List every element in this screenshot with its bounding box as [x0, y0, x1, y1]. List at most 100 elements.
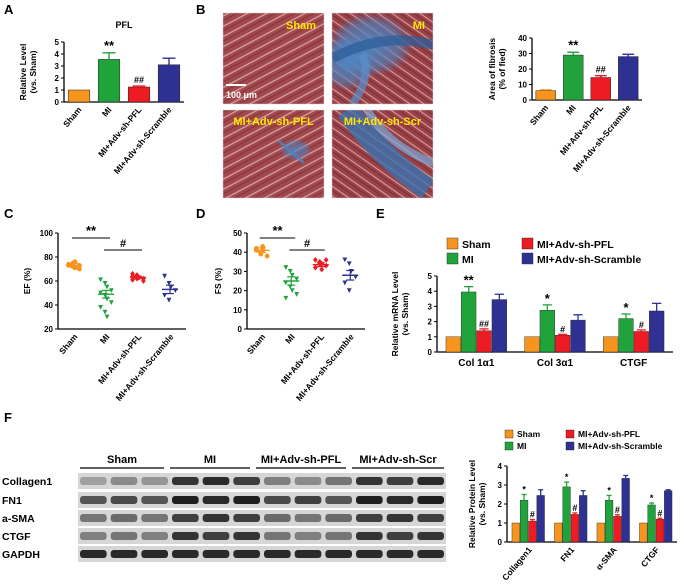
panelE-bar	[539, 310, 555, 353]
panelF-legend-swatch	[565, 441, 575, 451]
panelD-data-point	[319, 266, 325, 273]
blot-band	[356, 550, 383, 558]
blot-band	[386, 496, 414, 504]
histology-label-mi: MI	[413, 20, 425, 32]
panelE-significance-mark: *	[623, 300, 629, 315]
blot-band	[110, 550, 138, 558]
panelA-y-axis-label-line: (vs. Sham)	[28, 50, 38, 93]
panelC-data-point	[104, 314, 110, 320]
panelD-data-point	[342, 257, 348, 263]
panelF-bar	[647, 504, 656, 543]
panelB-bar	[563, 54, 584, 101]
panelD-data-point	[283, 265, 289, 270]
panelF-bar	[621, 478, 630, 543]
panelF-bar	[562, 486, 571, 543]
blot-band	[202, 496, 230, 504]
blot-band	[325, 514, 352, 522]
panelF-bar	[520, 500, 529, 543]
blot-band	[141, 477, 168, 485]
panelF-bar	[596, 522, 605, 543]
panelB-bar	[590, 77, 611, 101]
panelF-bar	[554, 522, 563, 543]
panelF-y-tick-label: 1	[498, 519, 503, 528]
panelE-bar	[618, 318, 634, 353]
panelC-data-point	[166, 281, 172, 286]
panelE-legend-label: Sham	[462, 239, 491, 251]
panelE-bar	[476, 330, 492, 353]
blot-band	[110, 496, 138, 504]
panelD-data-point	[312, 264, 318, 271]
panelD-data-point	[317, 260, 323, 267]
panelF-bar	[570, 514, 579, 543]
panelE-y-axis-label: Relative mRNA Level(vs. Sham)	[390, 272, 410, 357]
panelF-bar	[655, 519, 664, 543]
panelF-legend-swatch	[504, 441, 514, 451]
panelB-y-axis-label-line: (% of fied)	[497, 48, 507, 89]
panelD-y-tick-label: 0	[238, 325, 243, 334]
histology-image	[332, 13, 433, 104]
panelF-bar	[639, 522, 648, 543]
blot-band	[110, 477, 138, 485]
blot-band	[141, 514, 168, 522]
panelD-data-point	[323, 256, 329, 263]
panelC-y-tick-label: 60	[44, 277, 53, 286]
panelD-data-point	[346, 261, 352, 267]
panelB-x-tick-label: MI	[564, 103, 578, 117]
panelF-y-axis-label: Relative Protein Level(vs. Sham)	[467, 460, 487, 548]
histology-label-scr: MI+Adv-sh-Scr	[344, 116, 422, 128]
panelD-data-point	[353, 274, 359, 280]
panelE-bar	[570, 319, 586, 353]
panelB-significance-mark: ##	[596, 65, 606, 75]
panel-letter-b: B	[196, 2, 205, 17]
blot-membrane	[78, 510, 446, 526]
panelB-x-tick-label: Sham	[528, 103, 551, 127]
fibrosis-band	[338, 110, 433, 198]
panelA-x-tick-label: MI	[100, 105, 114, 119]
blot-band	[264, 532, 291, 540]
panelF-significance-mark: *	[522, 485, 526, 495]
panelD-data-point	[312, 256, 318, 263]
panelF-x-tick-label: FN1	[558, 545, 576, 564]
panelD-data-point	[342, 280, 348, 286]
blot-group-label: MI+Adv-sh-Scr	[359, 454, 437, 466]
blot-membrane	[78, 473, 446, 489]
panelB-y-tick-label: 10	[518, 81, 527, 90]
fibrosis-region	[279, 139, 312, 161]
blot-band	[80, 550, 107, 558]
panelF-legend-label: MI	[517, 441, 526, 451]
blot-band	[264, 550, 291, 558]
blot-band	[233, 550, 260, 558]
blot-band	[110, 514, 138, 522]
panelD-data-point	[253, 245, 259, 251]
panelB-y-tick-label: 40	[518, 34, 527, 43]
histology-image	[332, 110, 433, 198]
panelF-legend-label: MI+Adv-sh-Scramble	[578, 441, 663, 451]
panelF-bar	[511, 522, 520, 543]
panelF-significance-mark: #	[572, 503, 577, 513]
panel-a-pfl-bar-chart: 012345Sham**MI##MI+Adv-sh-PFLMI+Adv-sh-S…	[18, 20, 184, 176]
panelE-y-tick-label: 3	[428, 302, 433, 311]
panelB-y-tick-label: 20	[518, 65, 527, 74]
blot-row-label: a-SMA	[2, 513, 35, 525]
panelE-bar	[491, 299, 507, 353]
panelC-data-point	[134, 272, 140, 278]
panelD-data-point	[264, 253, 270, 259]
panelE-significance-mark: ##	[479, 319, 489, 329]
panelC-data-point	[102, 281, 108, 286]
panel-b-histology-images: Sham MI MI+Adv-sh-PFL MI+Adv-sh-Scr 100 μm	[222, 12, 434, 199]
panelA-y-tick-label: 2	[55, 74, 60, 83]
panelE-significance-mark: #	[639, 320, 644, 330]
histology-frame	[222, 12, 325, 105]
panelC-data-point	[141, 278, 146, 284]
blot-band	[80, 514, 107, 522]
panelE-legend-swatch	[446, 252, 459, 265]
blot-band	[172, 477, 199, 485]
blot-group-label: Sham	[107, 454, 137, 466]
blot-band	[325, 496, 352, 504]
panelB-y-axis-label-line: Area of fibrosis	[487, 38, 497, 101]
blot-band	[141, 550, 168, 558]
panelE-significance-mark: **	[464, 273, 475, 288]
panelE-y-tick-label: 5	[428, 272, 433, 281]
histology-image	[223, 110, 324, 198]
